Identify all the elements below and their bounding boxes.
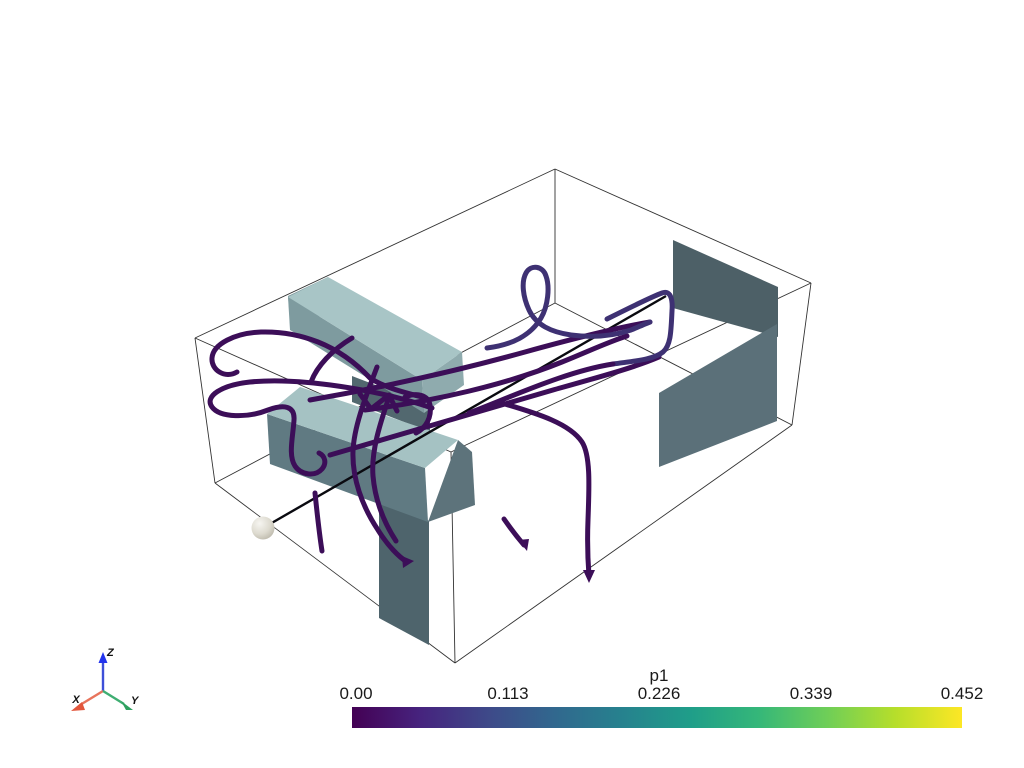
y-arrowhead-icon [121,701,133,710]
streamtube [308,335,355,385]
streamtube [357,391,400,414]
y-axis-label: Y [131,695,140,707]
streamtube [604,289,675,367]
streamtube [484,264,653,351]
colorbar-tick-label: 0.226 [637,684,681,703]
orientation-axes: Z X Y [71,647,140,711]
streamtube [402,392,433,436]
streamtube [466,361,616,416]
slice-plane-upper [673,240,778,337]
slice-plane-lower [659,324,777,467]
streamtube [207,378,435,477]
colorbar-title: p1 [649,666,669,685]
z-axis-label: Z [106,647,115,659]
colorbar-tick-label: 0.113 [487,684,529,703]
streamtube [209,329,425,400]
streamline-arrowheads [402,539,595,583]
colorbar-gradient[interactable] [352,707,962,728]
colorbar-tick-label: 0.00 [339,684,373,703]
streamtube [362,333,630,413]
colorbar-tick-label: 0.452 [940,684,984,703]
colorbar-tick-label: 0.339 [789,684,833,703]
streamtube [307,319,653,403]
streamtubes [207,264,675,579]
streamtube [495,399,592,579]
streamtube [350,364,410,565]
x-arrowhead-icon [71,702,85,711]
x-axis-label: X [71,694,80,706]
streamtube [327,354,662,458]
streamtube [370,394,399,544]
z-arrowhead-icon [98,652,108,663]
seed-sphere[interactable] [251,516,275,540]
obstacle-box-lower [267,387,475,522]
streamtube [312,490,325,554]
